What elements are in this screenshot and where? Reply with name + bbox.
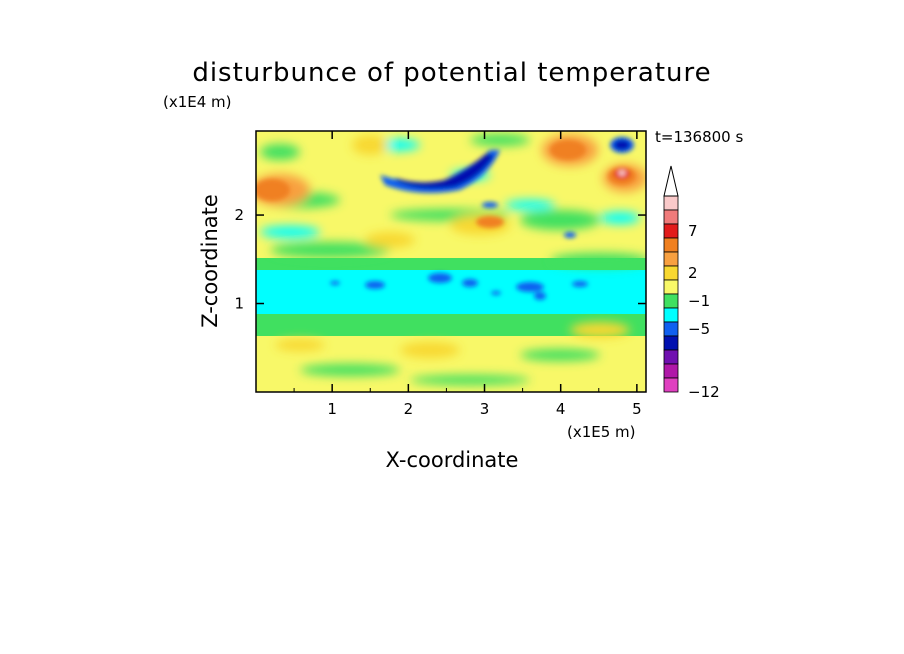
colorbar-label: 2 — [688, 264, 698, 282]
x-tick-label: 2 — [404, 400, 414, 418]
chart-title: disturbunce of potential temperature — [192, 58, 712, 88]
colorbar-swatch — [663, 279, 679, 295]
colorbar: 7 2 −1 −5 −12 — [663, 165, 720, 401]
colorbar-swatch — [663, 251, 679, 267]
colorbar-label: −12 — [688, 383, 720, 401]
plot-frame — [255, 130, 647, 393]
x-tick-label: 5 — [632, 400, 642, 418]
x-tick-label: 3 — [480, 400, 490, 418]
colorbar-extend-arrow — [663, 165, 679, 197]
colorbar-swatch — [663, 307, 679, 323]
y-axis-unit: (x1E4 m) — [163, 93, 232, 111]
colorbar-label: −5 — [688, 320, 710, 338]
x-tick-label: 1 — [327, 400, 337, 418]
colorbar-label: 7 — [688, 222, 698, 240]
y-tick-label: 1 — [234, 295, 244, 313]
y-tick-label: 2 — [234, 206, 244, 224]
colorbar-swatch — [663, 209, 679, 225]
x-axis-label: X-coordinate — [385, 448, 519, 472]
colorbar-swatch — [663, 377, 679, 393]
colorbar-swatch — [663, 349, 679, 365]
axis-ticks: 1 2 3 4 5 1 2 — [234, 131, 646, 418]
colorbar-swatch — [663, 321, 679, 337]
colorbar-swatch — [663, 237, 679, 253]
x-tick-label: 4 — [556, 400, 566, 418]
colorbar-swatch — [663, 335, 679, 351]
colorbar-swatch — [663, 195, 679, 211]
colorbar-label: −1 — [688, 292, 710, 310]
colorbar-swatch — [663, 265, 679, 281]
colorbar-swatch — [663, 363, 679, 379]
heatmap-field — [256, 131, 646, 392]
colorbar-swatch — [663, 223, 679, 239]
time-label: t=136800 s — [655, 128, 744, 146]
colorbar-swatch — [663, 293, 679, 309]
x-axis-unit: (x1E5 m) — [567, 423, 636, 441]
